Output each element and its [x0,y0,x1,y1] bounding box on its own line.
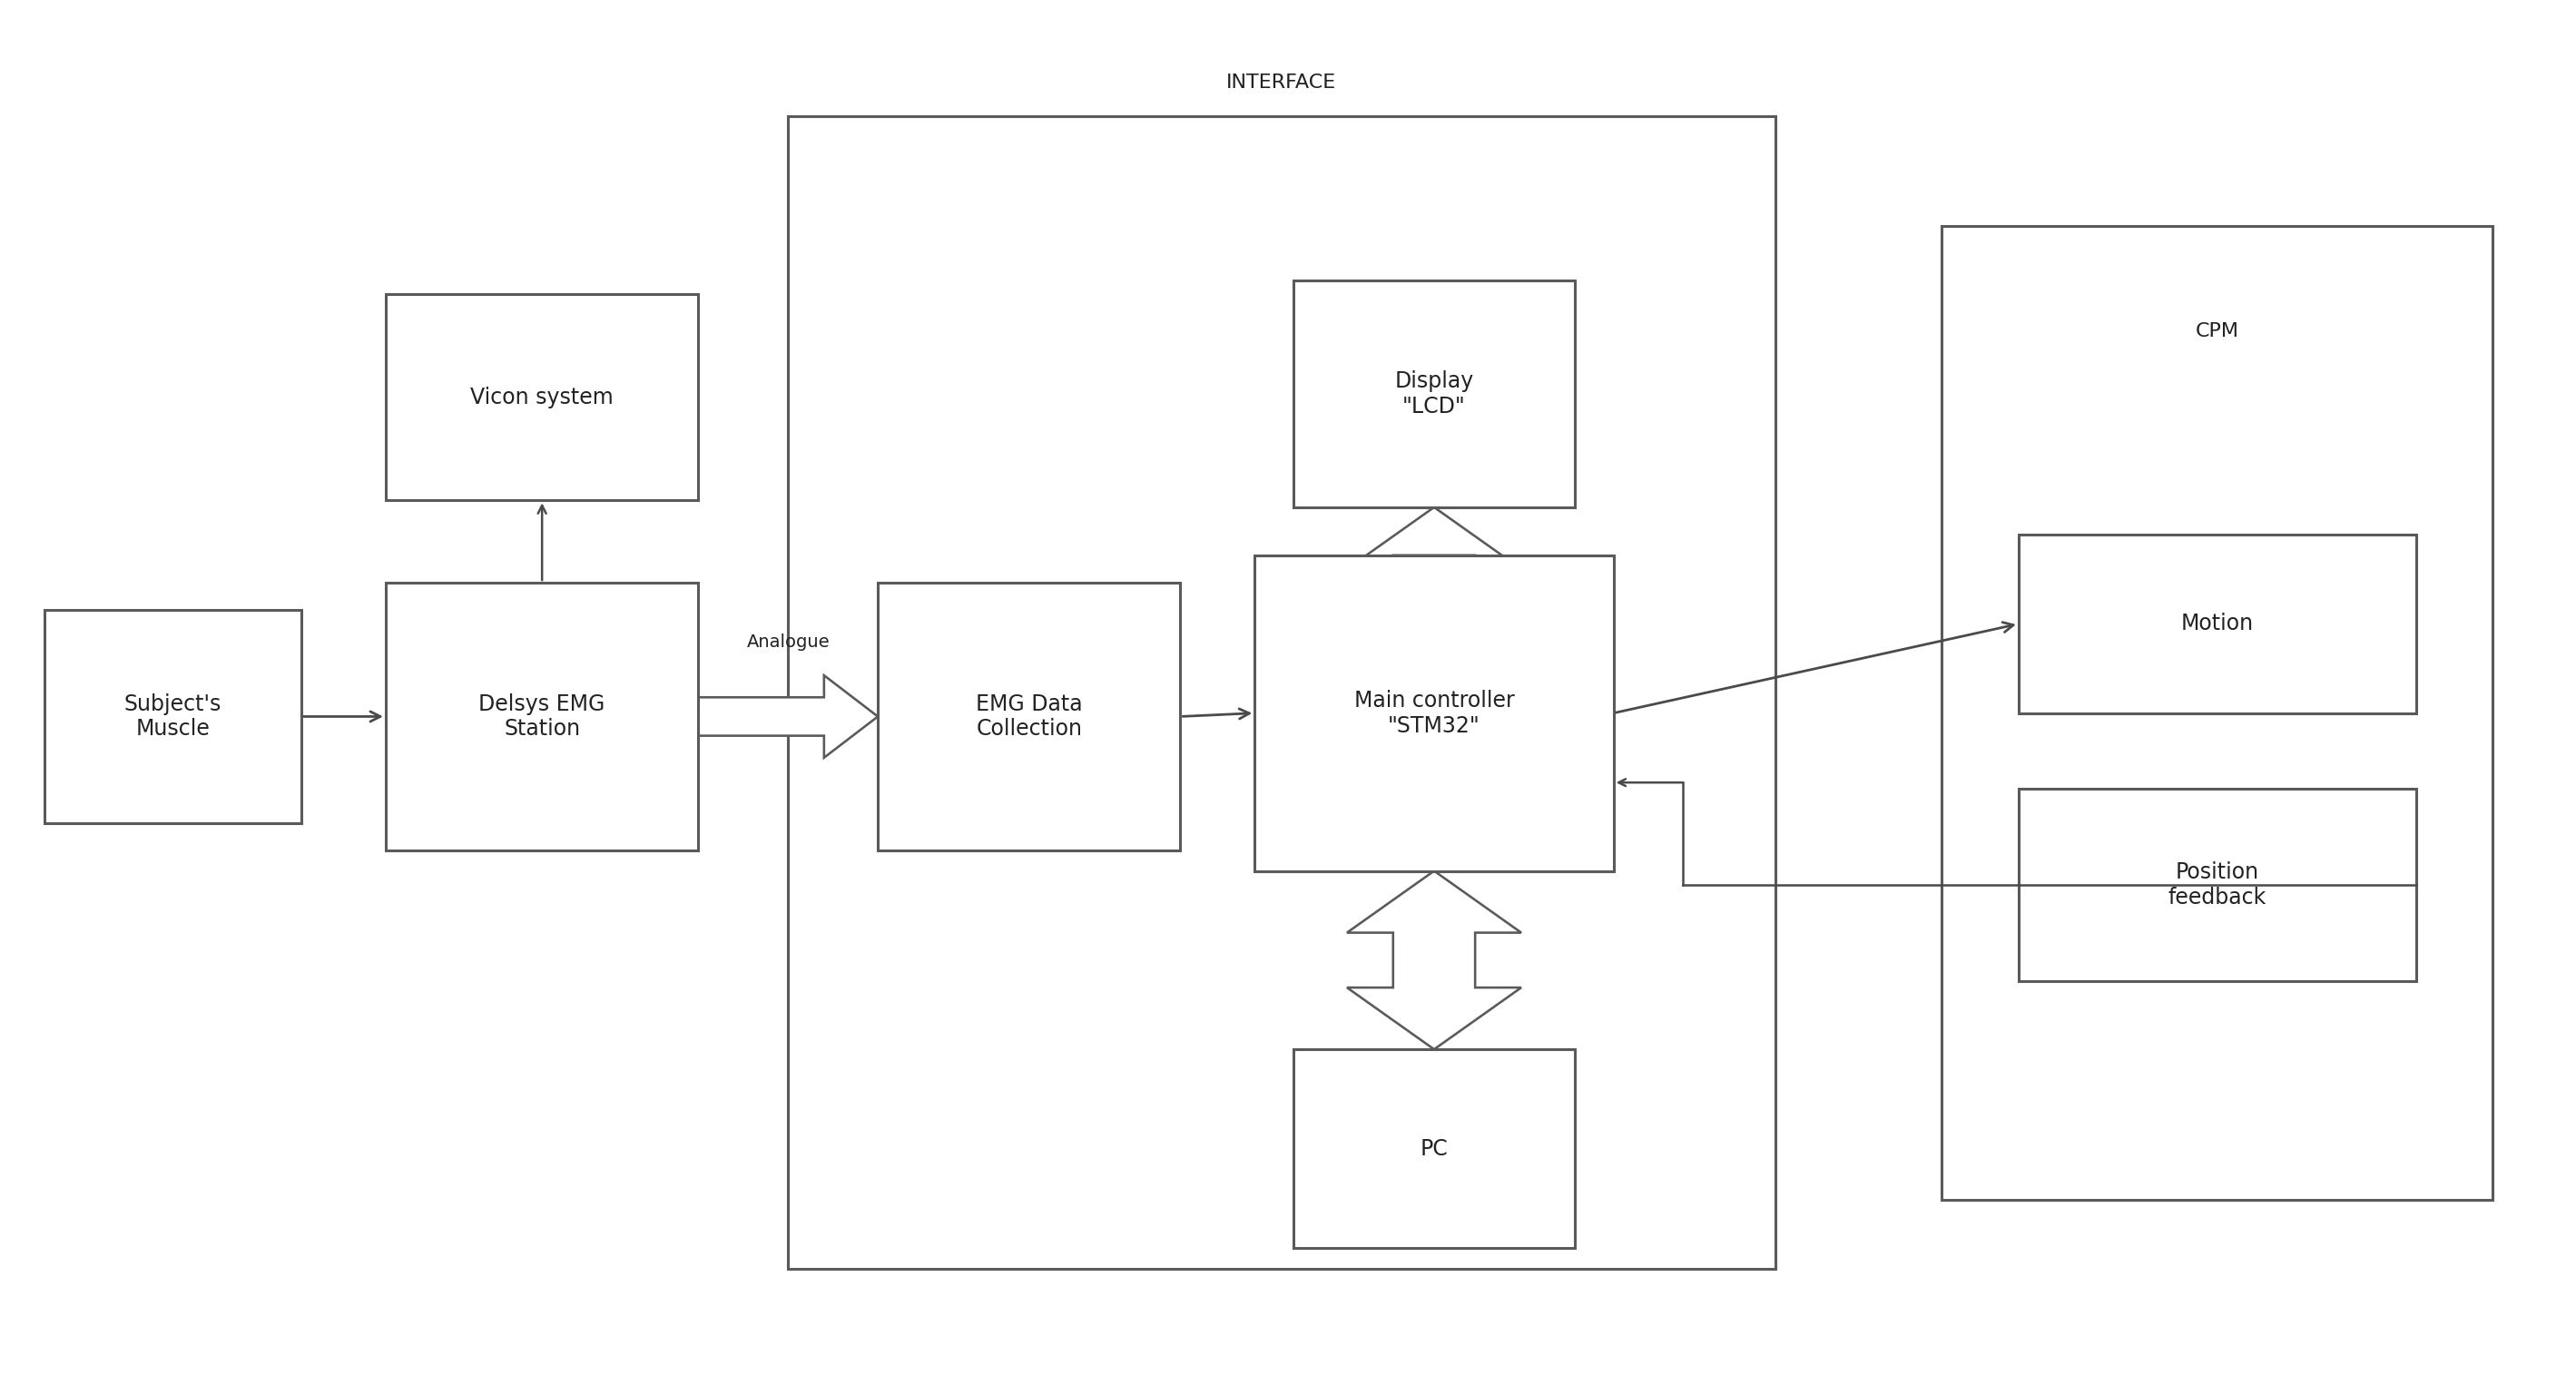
Polygon shape [1347,507,1522,569]
Text: Vicon system: Vicon system [471,386,613,409]
FancyBboxPatch shape [1255,555,1613,871]
Text: PC: PC [1419,1138,1448,1159]
Text: Subject's
Muscle: Subject's Muscle [124,692,222,740]
Polygon shape [1347,871,1522,1050]
FancyBboxPatch shape [44,611,301,823]
Text: Display
"LCD": Display "LCD" [1394,371,1473,417]
Text: CPM: CPM [2195,321,2239,341]
Text: Position
feedback: Position feedback [2169,861,2267,909]
Text: Delsys EMG
Station: Delsys EMG Station [479,692,605,740]
Text: EMG Data
Collection: EMG Data Collection [976,692,1082,740]
Polygon shape [698,676,878,758]
FancyBboxPatch shape [1293,1050,1574,1248]
FancyBboxPatch shape [2020,535,2416,713]
Text: Main controller
"STM32": Main controller "STM32" [1355,690,1515,737]
FancyBboxPatch shape [386,583,698,850]
FancyBboxPatch shape [386,295,698,500]
Text: Analogue: Analogue [747,633,829,651]
FancyBboxPatch shape [1293,281,1574,507]
FancyBboxPatch shape [878,583,1180,850]
Text: Motion: Motion [2182,614,2254,634]
FancyBboxPatch shape [2020,788,2416,981]
Text: INTERFACE: INTERFACE [1226,73,1337,91]
